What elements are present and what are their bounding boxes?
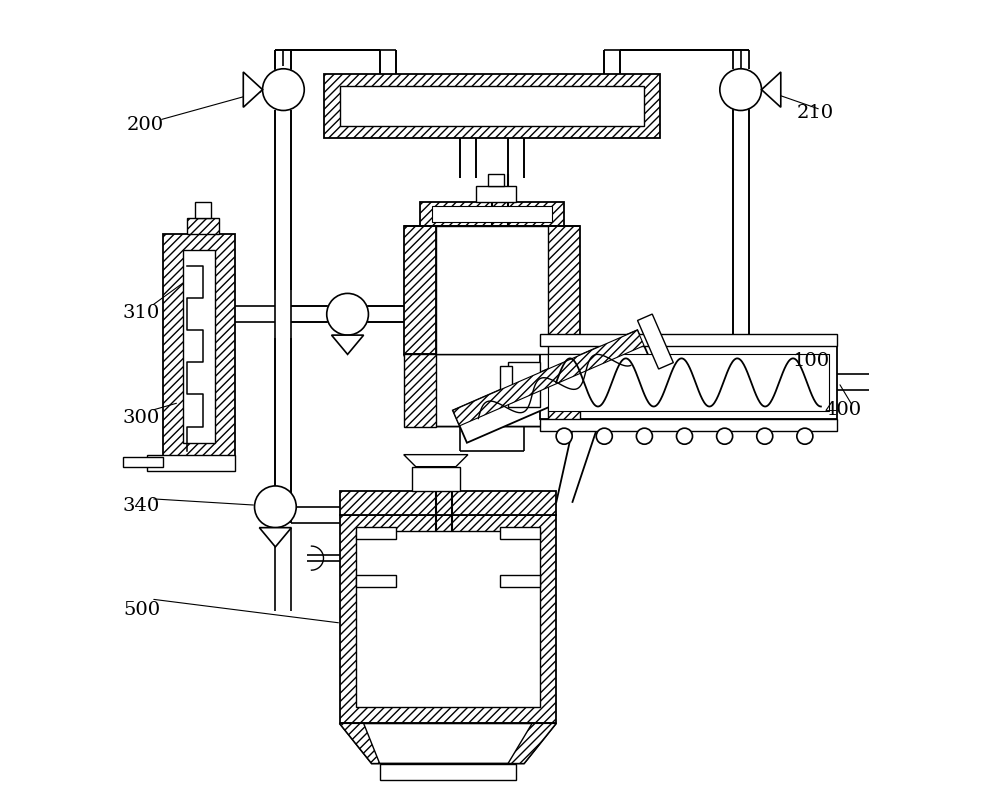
- Polygon shape: [404, 455, 468, 467]
- Polygon shape: [453, 330, 651, 443]
- Text: 400: 400: [825, 401, 862, 419]
- Text: 210: 210: [797, 104, 834, 122]
- Bar: [500, 366, 512, 402]
- Bar: [420, 202, 564, 226]
- Bar: [147, 455, 235, 471]
- Bar: [183, 250, 215, 443]
- Circle shape: [556, 428, 572, 444]
- Text: 310: 310: [123, 304, 160, 322]
- Bar: [500, 575, 540, 587]
- Text: 340: 340: [123, 497, 160, 515]
- Polygon shape: [404, 354, 580, 427]
- Polygon shape: [548, 354, 580, 427]
- Polygon shape: [340, 724, 380, 763]
- Text: 500: 500: [123, 601, 160, 619]
- Polygon shape: [340, 724, 556, 763]
- Bar: [508, 362, 540, 407]
- Circle shape: [263, 68, 304, 110]
- Bar: [356, 530, 540, 708]
- Polygon shape: [332, 335, 364, 354]
- Circle shape: [717, 428, 733, 444]
- Circle shape: [720, 68, 762, 110]
- Bar: [548, 354, 829, 411]
- Bar: [476, 186, 516, 202]
- Bar: [380, 763, 516, 779]
- Polygon shape: [259, 527, 291, 547]
- Bar: [195, 202, 211, 218]
- Circle shape: [636, 428, 652, 444]
- Circle shape: [327, 293, 368, 335]
- Bar: [340, 515, 556, 724]
- Bar: [324, 73, 660, 138]
- Bar: [432, 206, 552, 222]
- Circle shape: [596, 428, 612, 444]
- Text: 200: 200: [127, 116, 164, 134]
- Bar: [548, 226, 580, 354]
- Bar: [540, 346, 837, 419]
- Bar: [356, 526, 396, 539]
- Bar: [163, 234, 235, 459]
- Bar: [356, 575, 396, 587]
- Bar: [540, 419, 837, 431]
- Circle shape: [797, 428, 813, 444]
- Polygon shape: [762, 72, 781, 107]
- Bar: [412, 467, 460, 491]
- Circle shape: [676, 428, 693, 444]
- Bar: [436, 226, 548, 354]
- Polygon shape: [404, 354, 436, 427]
- Bar: [404, 226, 436, 354]
- Bar: [123, 457, 163, 467]
- Polygon shape: [508, 724, 556, 763]
- Text: 100: 100: [793, 353, 830, 370]
- Polygon shape: [453, 330, 644, 426]
- Polygon shape: [638, 314, 673, 369]
- Bar: [540, 334, 837, 346]
- Text: 300: 300: [123, 409, 160, 427]
- Bar: [340, 85, 644, 126]
- Bar: [488, 174, 504, 186]
- Polygon shape: [243, 72, 263, 107]
- Bar: [500, 526, 540, 539]
- Bar: [340, 491, 556, 515]
- Circle shape: [255, 486, 296, 527]
- Bar: [187, 218, 219, 234]
- Circle shape: [757, 428, 773, 444]
